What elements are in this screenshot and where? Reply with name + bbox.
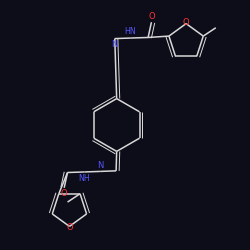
- Text: N: N: [111, 40, 118, 49]
- Text: HN: HN: [125, 26, 136, 36]
- Text: N: N: [97, 161, 103, 170]
- Text: O: O: [61, 190, 68, 198]
- Text: O: O: [66, 223, 73, 232]
- Text: O: O: [148, 12, 155, 20]
- Text: O: O: [183, 18, 190, 27]
- Text: NH: NH: [78, 174, 90, 184]
